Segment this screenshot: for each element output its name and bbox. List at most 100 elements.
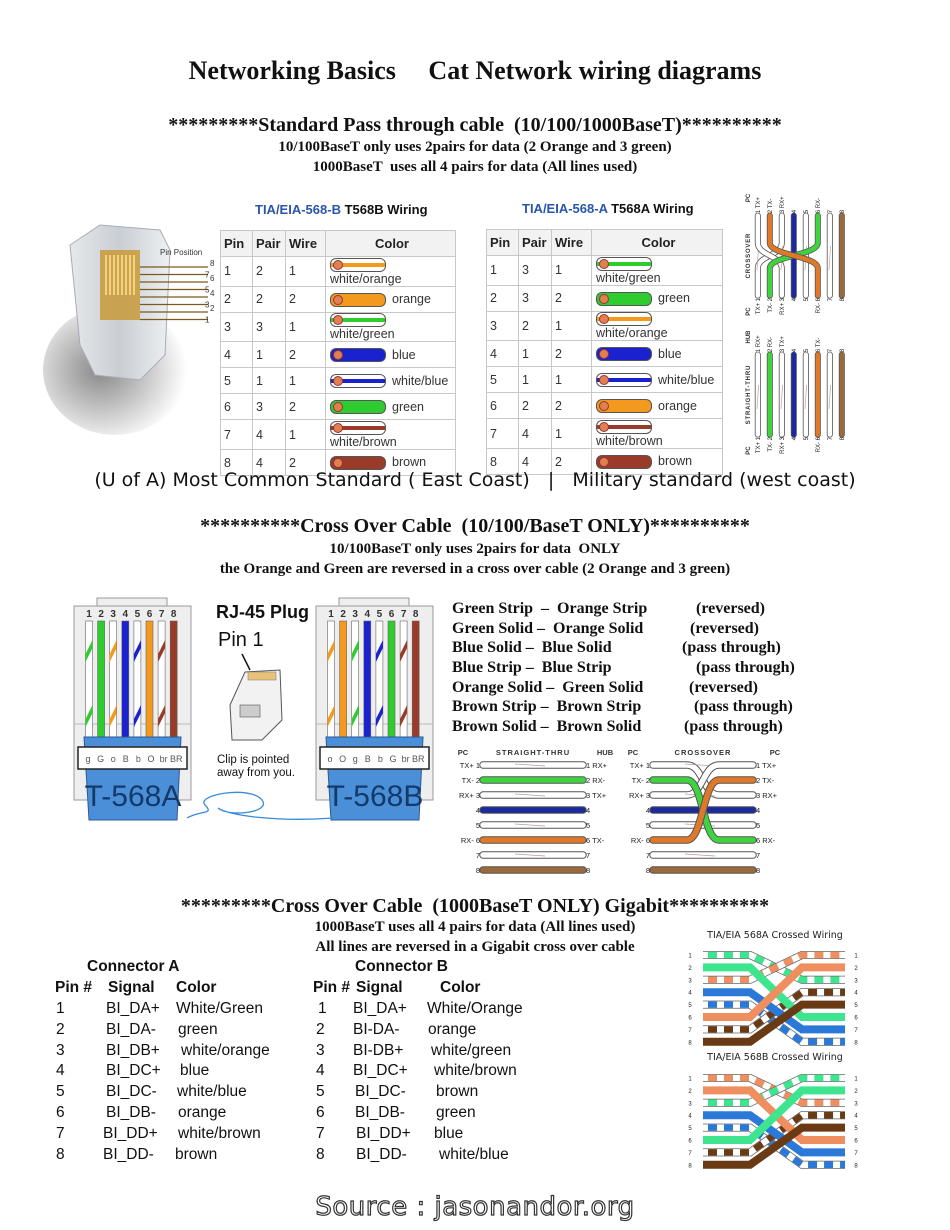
table-row: 7 4 1 white/brown (486, 418, 723, 450)
pin-label: TX- 2 (462, 776, 480, 785)
signal: BI_DA- (106, 1020, 156, 1038)
color-code: O (339, 754, 346, 764)
column-header: Color (591, 229, 723, 256)
color-code: o (111, 754, 116, 764)
pin-label: RX- 6 (461, 836, 480, 845)
wire-stripe (109, 640, 117, 662)
crossed-wiring-title: TIA/EIA 568A Crossed Wiring (706, 930, 843, 941)
pin-label: 4 (586, 806, 590, 815)
row-number: 4 (688, 1114, 692, 1120)
column-header: Wire (285, 230, 326, 257)
cell-pair: 2 (252, 256, 286, 287)
wire-stripe (703, 1074, 845, 1107)
pin-label: 3 RX+ (756, 791, 778, 800)
pin-label: 3 RX+ (780, 196, 786, 213)
crossed-wiring-title: TIA/EIA 568B Crossed Wiring (706, 1052, 843, 1063)
mapping-type: (reversed) (696, 600, 765, 617)
wire-stripe (158, 705, 166, 727)
color-code: g (353, 754, 358, 764)
cell-wire: 2 (551, 284, 592, 312)
crossover-list-item: Blue Solid – Blue Solid (pass through) (452, 638, 781, 658)
color-code: B (123, 754, 129, 764)
row-number: 5 (854, 1003, 858, 1009)
table-row: 1 3 1 white/green (486, 255, 723, 286)
cable-icon (596, 256, 652, 271)
cable-icon (330, 455, 386, 470)
row-number: 4 (854, 1114, 858, 1120)
cell-color: green (591, 284, 723, 312)
pin-label: 3 TX+ (586, 791, 607, 800)
table-row: 8 4 2 brown (220, 449, 456, 477)
wire-color: green (178, 1020, 218, 1038)
table-row: 5 1 1 white/blue (486, 366, 723, 394)
row-number: 1 (854, 954, 858, 960)
diagram-header: PC (746, 446, 752, 455)
cell-color: white/orange (591, 310, 723, 342)
pin-label: 4 (792, 209, 798, 213)
wire-solid (703, 1123, 845, 1169)
diagram-header: CROSSOVER (675, 748, 732, 757)
diagram-header: PC (746, 193, 752, 202)
pin-number: 1 (86, 609, 92, 620)
pin-label: RX+ 3 (629, 791, 650, 800)
title-left: Networking Basics (188, 56, 396, 85)
cell-pin: 8 (220, 449, 253, 477)
wire-solid (703, 963, 845, 1021)
pin-label: 5 (476, 821, 480, 830)
row-number: 5 (688, 1003, 692, 1009)
page-title: Networking Basics Cat Network wiring dia… (0, 56, 950, 86)
pin-label: 3 TX+ (780, 336, 786, 353)
rj45-connector-image: Pin Position 87 65 43 21 (43, 224, 215, 435)
source-watermark: Source : jasonandor.org (315, 1191, 635, 1222)
wire-solid (703, 1111, 845, 1157)
color-label: white/brown (596, 434, 663, 449)
wire-stripe (703, 1001, 845, 1046)
pin-label: 6 RX- (756, 836, 776, 845)
row-number: 8 (854, 1040, 858, 1046)
table-row: 3 2 1 white/orange (486, 310, 723, 342)
cell-color: brown (591, 448, 723, 476)
cable-icon (596, 399, 652, 414)
wire-stripe (85, 640, 93, 662)
cell-wire: 1 (285, 367, 326, 395)
pin-number: 4 (56, 1062, 65, 1080)
table-row: 7 4 1 white/brown (220, 419, 456, 451)
column-header: Pin (220, 230, 253, 257)
row-number: 6 (688, 1016, 692, 1022)
row-number: 2 (854, 1089, 858, 1095)
diagram-header: HUB (746, 330, 752, 344)
color-label: orange (658, 398, 697, 413)
row-number: 1 (688, 1077, 692, 1083)
color-label: green (658, 290, 690, 305)
pin-label: 5 (756, 821, 760, 830)
color-code: G (97, 754, 104, 764)
wire-stripe (703, 1111, 845, 1156)
color-label: white/green (596, 270, 661, 285)
wire-solid (703, 988, 845, 1034)
wire-stripe (514, 853, 546, 857)
wire-solid (703, 1000, 845, 1046)
signal: BI_DC- (106, 1083, 157, 1101)
cable-icon (330, 400, 386, 415)
pin-label: 8 (476, 866, 480, 875)
section3-header: *********Cross Over Cable (1000BaseT ONL… (180, 895, 770, 917)
cable-icon (330, 313, 386, 328)
cell-pin: 6 (220, 393, 253, 421)
pin-label: 1 TX+ (756, 197, 762, 214)
pin-number: 6 (56, 1104, 65, 1121)
wire-color: white/brown (434, 1062, 517, 1080)
wire-color: orange (428, 1020, 477, 1038)
cell-color: brown (325, 449, 456, 477)
pin-label: 8 (586, 866, 590, 875)
wire-color: blue (434, 1124, 464, 1142)
vertical-crossover-diagram: PC CROSSOVER PC TX+ 1 TX- 2 RX+ 3 4 5 RX- 6 7 8 1 T… (746, 193, 846, 316)
pin-number: 8 (316, 1145, 325, 1163)
wire-color: blue (180, 1062, 210, 1080)
crossover-list-item: Green Solid – Orange Solid (reversed) (452, 619, 759, 639)
mapping-type: (reversed) (689, 678, 758, 696)
pin-number: 1 (56, 1000, 65, 1017)
cell-pin: 7 (220, 419, 253, 451)
wire-stripe (327, 705, 335, 727)
cable-loop (186, 791, 334, 820)
